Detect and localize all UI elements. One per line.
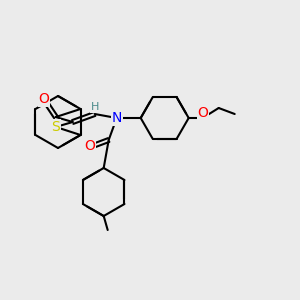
- Text: H: H: [91, 102, 99, 112]
- Text: N: N: [112, 111, 122, 125]
- Text: S: S: [51, 120, 60, 134]
- Text: O: O: [197, 106, 208, 120]
- Text: O: O: [38, 92, 49, 106]
- Text: O: O: [84, 139, 95, 153]
